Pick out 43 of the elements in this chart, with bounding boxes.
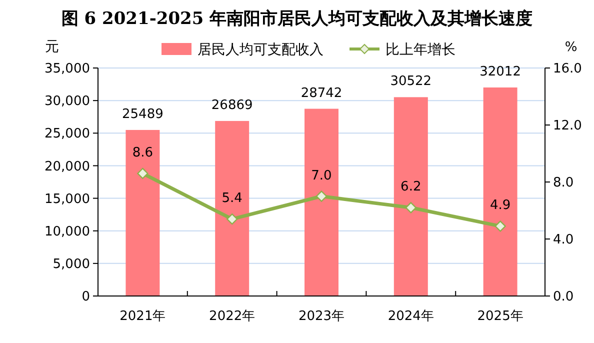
point — [137, 168, 148, 180]
y-tick-label: 35,000 — [44, 62, 90, 77]
y-tick-label: 30,000 — [44, 94, 90, 110]
y-tick-label: 25,000 — [44, 126, 90, 142]
point — [494, 220, 506, 232]
x-tick-label: 2023年 — [298, 309, 345, 324]
data-label: 8.6 — [132, 145, 154, 160]
x-tick-label: 2021年 — [120, 309, 166, 324]
y-tick-label: 5,000 — [52, 256, 90, 272]
y-tick-label: 20,000 — [44, 159, 90, 174]
bar — [126, 130, 160, 296]
data-label: 32012 — [480, 64, 521, 80]
data-label: 25489 — [122, 106, 164, 122]
bar — [483, 87, 518, 296]
chart-title: 图 6 2021-2025 年南阳市居民人均可支配收入及其增长速度 — [61, 9, 533, 29]
x-tick-label: 2025年 — [477, 309, 524, 324]
y2-axis-title: % — [564, 40, 578, 55]
y-tick-label: 15,000 — [44, 192, 90, 207]
point — [405, 202, 416, 214]
data-label: 30522 — [390, 74, 432, 90]
data-label: 5.4 — [222, 191, 242, 206]
y-axis-title: 元 — [45, 39, 59, 55]
legend-label: 居民人均可支配收入 — [198, 42, 324, 58]
bar — [394, 97, 428, 296]
legend-label: 比上年增长 — [386, 42, 456, 58]
point — [226, 213, 238, 225]
y2-tick-label: 12.0 — [553, 118, 582, 134]
x-tick-label: 2022年 — [209, 309, 256, 324]
x-tick-label: 2024年 — [388, 309, 434, 324]
data-label: 4.9 — [490, 198, 511, 214]
bar — [215, 120, 250, 296]
y-tick-label: 0 — [82, 290, 90, 305]
y2-tick-label: 0.0 — [553, 290, 574, 305]
y2-tick-label: 8.0 — [553, 176, 574, 191]
y2-tick-label: 4.0 — [553, 232, 574, 248]
y2-tick-label: 16.0 — [553, 62, 582, 77]
point — [316, 190, 328, 202]
data-label: 6.2 — [400, 180, 422, 195]
data-label: 7.0 — [311, 168, 332, 184]
data-label: 28742 — [300, 86, 342, 101]
y-tick-label: 10,000 — [44, 224, 90, 240]
bar — [304, 108, 338, 296]
data-label: 26869 — [211, 98, 253, 113]
